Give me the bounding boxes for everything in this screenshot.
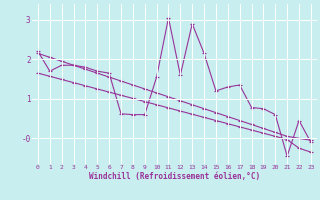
X-axis label: Windchill (Refroidissement éolien,°C): Windchill (Refroidissement éolien,°C) [89, 172, 260, 181]
